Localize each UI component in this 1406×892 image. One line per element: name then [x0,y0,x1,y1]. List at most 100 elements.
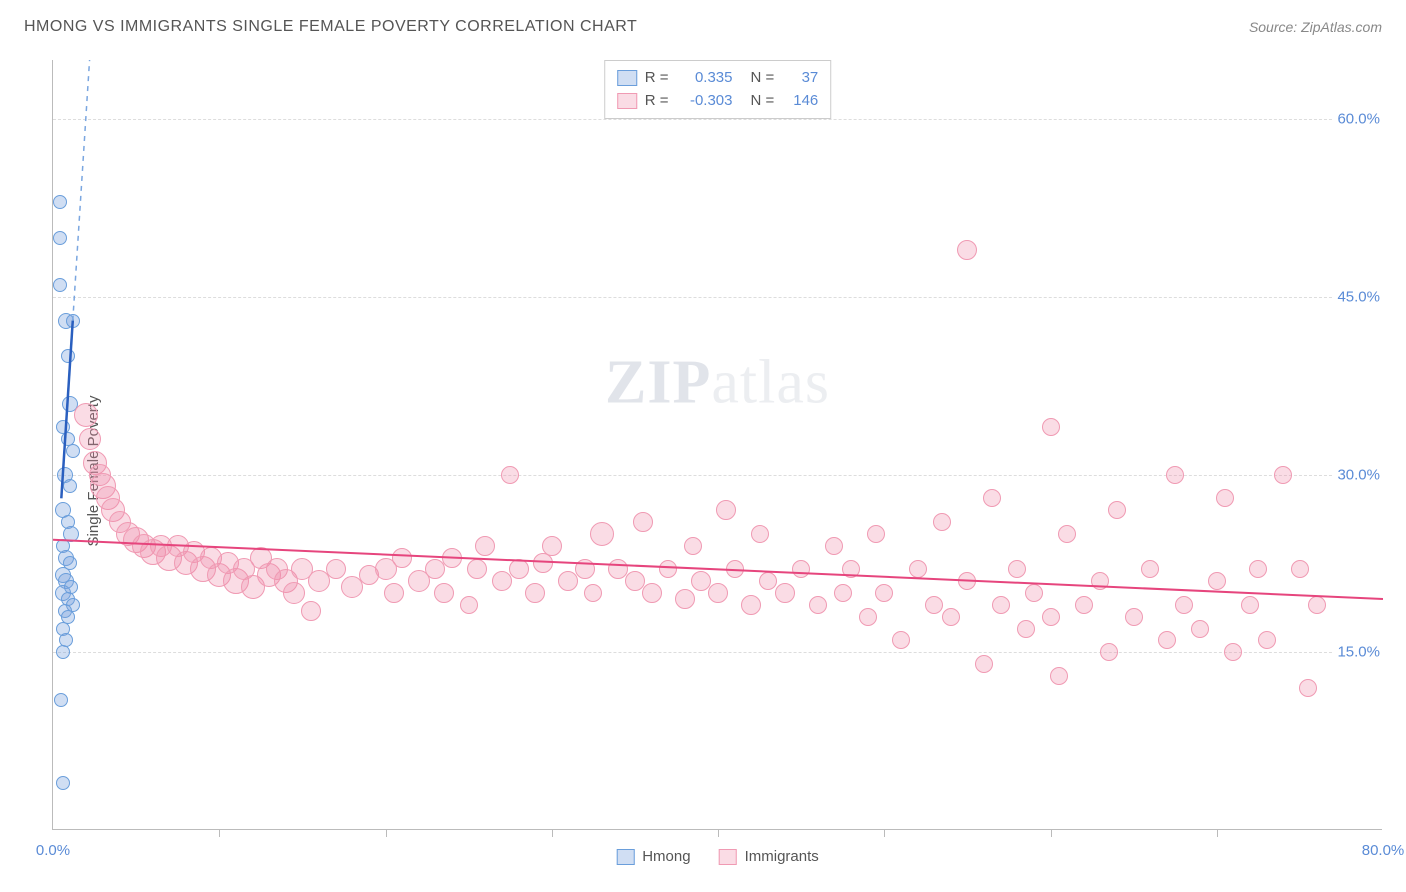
data-point [434,583,454,603]
data-point [741,595,761,615]
data-point [1166,466,1184,484]
x-tick-label: 0.0% [36,842,70,859]
legend-r-label: R = [645,90,669,113]
data-point [983,489,1001,507]
data-point [467,559,487,579]
data-point [909,560,927,578]
data-point [1224,643,1242,661]
data-point [460,596,478,614]
data-point [1308,596,1326,614]
data-point [859,608,877,626]
data-point [1175,596,1193,614]
data-point [1258,631,1276,649]
data-point [867,525,885,543]
data-point [79,428,101,450]
legend-stat-row: R = 0.335 N = 37 [617,67,819,90]
data-point [1299,679,1317,697]
data-point [53,195,67,209]
data-point [933,513,951,531]
y-tick-label: 30.0% [1333,466,1384,483]
data-point [759,572,777,590]
data-point [1241,596,1259,614]
watermark-bold: ZIP [605,348,711,416]
data-point [1075,596,1093,614]
legend-r-label: R = [645,67,669,90]
data-point [825,537,843,555]
data-point [590,522,614,546]
data-point [1025,584,1043,602]
watermark-rest: atlas [711,348,830,416]
data-point [56,776,70,790]
watermark: ZIPatlas [605,347,830,418]
data-point [1042,608,1060,626]
data-point [1125,608,1143,626]
data-point [659,560,677,578]
data-point [792,560,810,578]
data-point [708,583,728,603]
gridline [53,297,1382,298]
data-point [1216,489,1234,507]
data-point [74,403,98,427]
data-point [63,479,77,493]
x-tick [884,829,885,837]
data-point [875,584,893,602]
chart-header: HMONG VS IMMIGRANTS SINGLE FEMALE POVERT… [0,0,1406,40]
gridline [53,652,1382,653]
legend-n-value: 37 [782,67,818,90]
legend-item: Immigrants [719,848,819,865]
gridline [53,119,1382,120]
legend-r-value: 0.335 [677,67,733,90]
x-tick [1217,829,1218,837]
data-point [642,583,662,603]
chart-container: Single Female Poverty ZIPatlas R =0.335N… [0,50,1406,892]
legend-swatch [616,849,634,865]
data-point [533,553,553,573]
data-point [53,231,67,245]
data-point [575,559,595,579]
data-point [442,548,462,568]
chart-source: Source: ZipAtlas.com [1249,19,1382,35]
data-point [326,559,346,579]
legend-stats: R = 0.335 N = 37R =-0.303N =146 [604,60,832,119]
legend-series: Hmong Immigrants [616,848,819,865]
x-tick-label: 80.0% [1362,842,1405,859]
data-point [61,349,75,363]
data-point [975,655,993,673]
legend-swatch [617,70,637,86]
data-point [1291,560,1309,578]
data-point [584,584,602,602]
data-point [633,512,653,532]
data-point [992,596,1010,614]
data-point [1042,418,1060,436]
data-point [726,560,744,578]
chart-title: HMONG VS IMMIGRANTS SINGLE FEMALE POVERT… [24,18,637,36]
data-point [925,596,943,614]
data-point [942,608,960,626]
legend-label: Hmong [642,848,690,865]
data-point [1091,572,1109,590]
data-point [525,583,545,603]
legend-n-label: N = [751,90,775,113]
data-point [1191,620,1209,638]
data-point [501,466,519,484]
data-point [56,645,70,659]
data-point [1017,620,1035,638]
data-point [892,631,910,649]
x-tick [386,829,387,837]
data-point [1050,667,1068,685]
data-point [1208,572,1226,590]
data-point [1158,631,1176,649]
legend-n-label: N = [751,67,775,90]
data-point [842,560,860,578]
legend-stat-row: R =-0.303N =146 [617,90,819,113]
data-point [475,536,495,556]
data-point [542,536,562,556]
data-point [751,525,769,543]
x-tick [1051,829,1052,837]
data-point [66,314,80,328]
data-point [1141,560,1159,578]
data-point [1008,560,1026,578]
data-point [392,548,412,568]
data-point [675,589,695,609]
x-tick [219,829,220,837]
